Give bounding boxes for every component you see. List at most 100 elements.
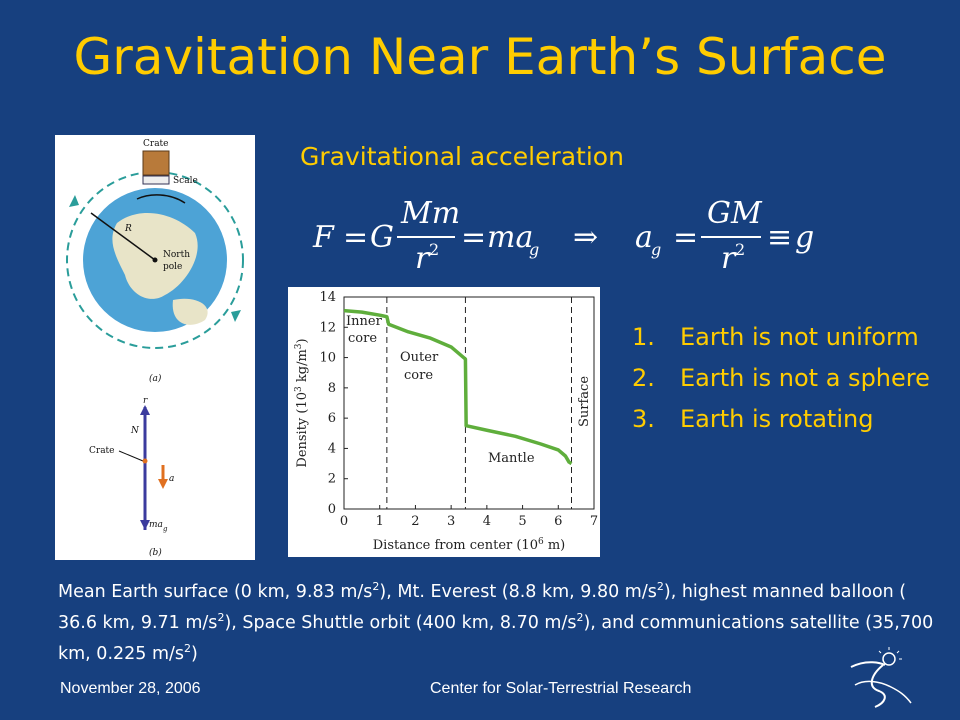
x-tick-label: 6	[554, 514, 562, 529]
eq-equals-3: =	[673, 220, 698, 255]
accel-arrow-head	[158, 479, 168, 489]
x-tick-label: 1	[376, 514, 384, 529]
eq-r-2-exponent: 2	[735, 240, 745, 259]
eq-a: a	[635, 220, 653, 255]
caption-exponent: 2	[372, 580, 380, 593]
caption-exponent: 2	[656, 580, 664, 593]
eq-r-exponent: 2	[429, 240, 439, 259]
rotation-arrow	[136, 194, 186, 204]
annotation-inner-core: Inner	[346, 314, 383, 329]
density-chart: 0 1 2 3 4 5 6 7 0 2 4 6 8 10 12 14 Inner core Outer core Man…	[288, 287, 600, 557]
caption-part: Mean Earth surface (0 km, 9.83 m/s	[58, 581, 373, 602]
x-tick-label: 7	[590, 514, 598, 529]
annotation-inner-core: core	[348, 331, 377, 346]
logo-swoosh-2	[870, 664, 886, 708]
x-axis-label: Distance from center (106 m)	[373, 537, 566, 553]
label-R: R	[124, 224, 132, 234]
caption-exponent: 2	[576, 610, 584, 624]
annotation-surface: Surface	[577, 376, 592, 427]
caption-exponent: 2	[184, 641, 192, 655]
list-number: 1.	[632, 323, 655, 351]
eq-ma-subscript: g	[529, 240, 539, 259]
logo-swoosh-1	[850, 661, 886, 668]
orbit-circle	[66, 171, 244, 349]
eq-r-2: r	[721, 241, 737, 275]
label-N: N	[130, 426, 140, 436]
list-item: 2. Earth is not a sphere	[632, 363, 952, 394]
list-number: 3.	[632, 405, 655, 433]
eq-Mm: Mm	[400, 196, 460, 231]
slide-subtitle: Gravitational acceleration	[300, 142, 624, 171]
orbit-arrow-2	[231, 310, 241, 322]
earth-figure-drawing: Crate Scale R North pole (a) r N Crate a…	[66, 139, 244, 558]
y-axis-label: Density (103 kg/m3)	[294, 338, 310, 467]
y-tick-label: 14	[319, 290, 336, 305]
y-tick-label: 12	[319, 320, 336, 335]
y-tick-label: 10	[319, 351, 336, 366]
x-tick-label: 0	[340, 514, 348, 529]
scale-icon	[142, 175, 170, 185]
annotation-outer-core: core	[404, 368, 433, 383]
gravity-equation: F = G Mm r 2 = ma g ⇒ a g = GM r 2 ≡ g	[312, 196, 814, 275]
list-text: Earth is not a sphere	[680, 364, 930, 392]
caption-part: ), and communications satellite (35,700 …	[58, 612, 934, 664]
x-tick-label: 4	[483, 514, 491, 529]
earth-figure: Crate Scale R North pole (a) r N Crate a…	[55, 135, 255, 560]
caption: Mean Earth surface (0 km, 9.83 m/s2), Mt…	[58, 574, 938, 666]
density-chart-svg: 0 1 2 3 4 5 6 702468101214InnercoreOutercoreMan…	[294, 290, 598, 553]
annotation-mantle: Mantle	[488, 451, 535, 466]
eq-r: r	[415, 241, 431, 275]
y-tick-label: 6	[328, 411, 336, 426]
axis-r-arrow-down	[140, 520, 150, 530]
north-pole-dot	[152, 257, 158, 263]
land-mass	[112, 212, 198, 299]
label-crate: Crate	[143, 139, 169, 149]
eq-GM: GM	[707, 196, 763, 231]
caption-part: ), Mt. Everest (8.8 km, 9.80 m/s	[379, 581, 657, 602]
density-curve	[343, 308, 573, 466]
solar-terrestrial-logo	[850, 647, 912, 708]
eq-equals-2: =	[461, 220, 486, 255]
eq-equals-1: =	[343, 220, 368, 255]
caption-part: )	[191, 643, 198, 664]
slide-title: Gravitation Near Earth’s Surface	[73, 28, 887, 86]
crate-point	[142, 458, 148, 464]
label-crate-b: Crate	[89, 446, 115, 456]
annotation-outer-core: Outer	[400, 350, 439, 365]
y-tick-label: 4	[328, 441, 336, 456]
crate-pointer	[118, 450, 144, 462]
footer-org: Center for Solar-Terrestrial Research	[430, 680, 692, 697]
list-text: Earth is not uniform	[680, 323, 919, 351]
plot-frame	[343, 296, 595, 510]
footer-date: November 28, 2006	[60, 680, 201, 697]
label-mag-sub: g	[163, 525, 168, 533]
y-tick-label: 2	[328, 472, 336, 487]
logo-sun	[882, 652, 896, 666]
caption-part: ), highest manned balloon ( 36.6 km, 9.7…	[58, 581, 907, 633]
label-pole: pole	[163, 262, 182, 272]
x-tick-label: 3	[447, 514, 455, 529]
eq-ma: ma	[487, 220, 533, 255]
eq-g: g	[795, 220, 814, 255]
eq-equiv: ≡	[767, 220, 792, 255]
label-a: a	[169, 474, 174, 484]
list-number: 2.	[632, 364, 655, 392]
label-scale: Scale	[173, 176, 198, 186]
caption-exponent: 2	[217, 610, 225, 624]
label-part-b: (b)	[149, 547, 162, 558]
label-r: r	[143, 396, 148, 406]
logo-rays	[878, 647, 902, 660]
caption-part: ), Space Shuttle orbit (400 km, 8.70 m/s	[224, 612, 577, 633]
y-tick-label: 0	[328, 502, 336, 517]
radius-line	[90, 212, 156, 261]
x-tick-label: 2	[411, 514, 419, 529]
eq-implies: ⇒	[573, 220, 598, 255]
axis-r-arrow-up	[140, 405, 150, 415]
list-item: 1. Earth is not uniform	[632, 322, 952, 353]
eq-F: F	[312, 220, 335, 255]
y-tick-label: 8	[328, 381, 336, 396]
label-north: North	[163, 250, 190, 260]
list-text: Earth is rotating	[680, 405, 874, 433]
logo-swoosh-3	[854, 680, 912, 704]
land-mass-2	[172, 298, 208, 325]
